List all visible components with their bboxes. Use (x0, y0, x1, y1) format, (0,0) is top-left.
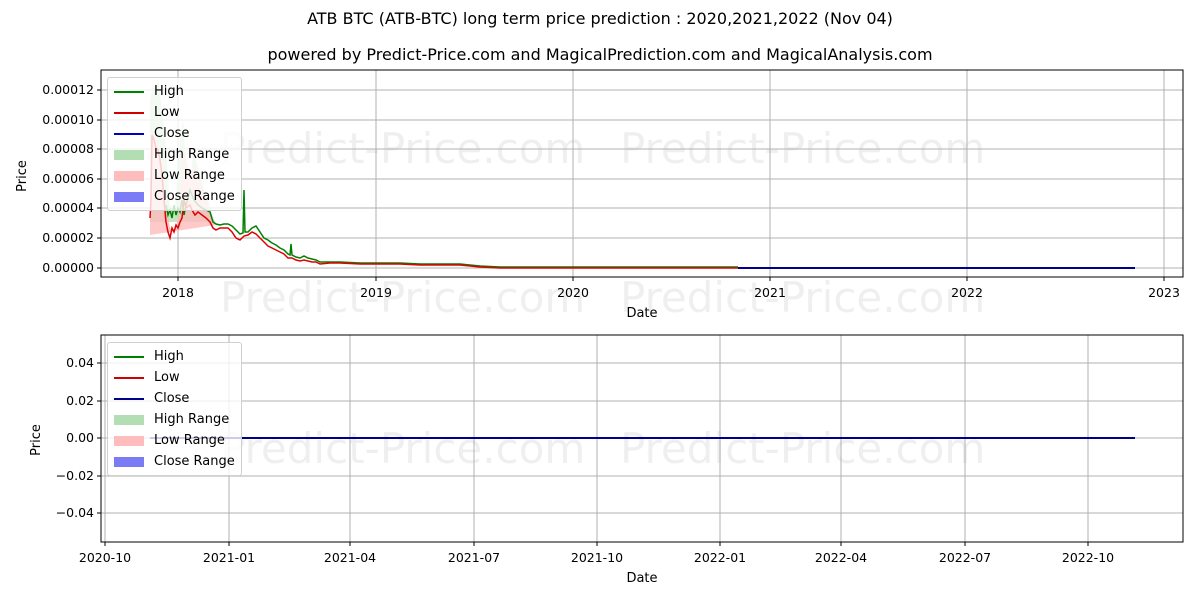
x-tick-label: 2021-04 (324, 550, 376, 565)
y-tick-label: 0.02 (66, 393, 94, 408)
legend-label: Close (154, 391, 190, 406)
y-tick-label: 0.00002 (42, 230, 94, 245)
legend-item-low: Low (114, 102, 235, 123)
legend-item-low-range: Low Range (114, 430, 235, 451)
y-tick-label: −0.02 (56, 468, 94, 483)
legend-label: Close Range (154, 454, 235, 469)
x-tick-label: 2023 (1148, 285, 1180, 300)
y-tick-label: −0.04 (56, 505, 94, 520)
high-range-swatch-icon (114, 414, 144, 425)
x-tick-label: 2021-10 (571, 550, 623, 565)
chart-subtitle: powered by Predict-Price.com and Magical… (267, 45, 933, 64)
y-tick-label: 0.00 (66, 430, 94, 445)
x-tick-label: 2018 (162, 285, 194, 300)
legend-item-close: Close (114, 123, 235, 144)
x-tick-label: 2022 (951, 285, 983, 300)
low-swatch-icon (114, 111, 144, 114)
y-tick-label: 0.00012 (42, 82, 94, 97)
low-line (149, 134, 738, 269)
close-range-swatch-icon (114, 456, 144, 467)
high-swatch-icon (114, 90, 144, 93)
bottom-chart: Predict-Price.com Predict-Price.com (29, 334, 1184, 586)
high-swatch-icon (114, 355, 144, 358)
legend-label: Low (154, 105, 180, 120)
close-swatch-icon (114, 397, 144, 400)
legend-item-low-range: Low Range (114, 165, 235, 186)
watermark: Predict-Price.com (620, 273, 985, 322)
legend-label: Low Range (154, 433, 225, 448)
legend-label: High Range (154, 412, 230, 427)
watermark: Predict-Price.com (220, 424, 585, 473)
legend-label: High (154, 349, 184, 364)
legend-label: High Range (154, 147, 230, 162)
x-tick-label: 2021-07 (448, 550, 500, 565)
x-tick-label: 2022-07 (939, 550, 991, 565)
top-grid (101, 70, 1183, 277)
y-axis-label: Price (29, 424, 44, 456)
close-swatch-icon (114, 132, 144, 135)
low-range-swatch-icon (114, 435, 144, 446)
x-axis-label: Date (626, 571, 657, 586)
y-tick-label: 0.04 (66, 355, 94, 370)
low-range-swatch-icon (114, 170, 144, 181)
y-axis-label: Price (15, 160, 30, 192)
x-tick-label: 2021 (754, 285, 786, 300)
x-tick-label: 2022-04 (815, 550, 867, 565)
x-tick-label: 2020-10 (79, 550, 131, 565)
legend-label: Close Range (154, 189, 235, 204)
high-line (165, 187, 738, 268)
legend-item-high: High (114, 81, 235, 102)
x-tick-label: 2019 (360, 285, 392, 300)
top-axes-frame (100, 69, 1184, 278)
chart-title: ATB BTC (ATB-BTC) long term price predic… (307, 9, 893, 28)
y-tick-label: 0.00008 (42, 141, 94, 156)
high-range-swatch-icon (114, 149, 144, 160)
legend-item-high: High (114, 346, 235, 367)
y-tick-label: 0.00004 (42, 200, 94, 215)
top-legend: High Low Close High Range Low Range Clos… (107, 77, 242, 211)
y-tick-label: 0.00006 (42, 171, 94, 186)
close-range-swatch-icon (114, 191, 144, 202)
legend-item-close-range: Close Range (114, 451, 235, 472)
bottom-legend: High Low Close High Range Low Range Clos… (107, 342, 242, 476)
legend-label: Low Range (154, 168, 225, 183)
legend-label: High (154, 84, 184, 99)
legend-item-high-range: High Range (114, 144, 235, 165)
legend-item-close: Close (114, 388, 235, 409)
legend-item-close-range: Close Range (114, 186, 235, 207)
y-tick-label: 0.00010 (42, 112, 94, 127)
x-tick-label: 2022-01 (694, 550, 746, 565)
x-axis-label: Date (626, 306, 657, 321)
y-tick-label: 0.00000 (42, 260, 94, 275)
low-swatch-icon (114, 376, 144, 379)
legend-label: Close (154, 126, 190, 141)
x-tick-label: 2022-10 (1062, 550, 1114, 565)
x-tick-label: 2020 (557, 285, 589, 300)
legend-item-low: Low (114, 367, 235, 388)
watermark: Predict-Price.com (620, 424, 985, 473)
legend-item-high-range: High Range (114, 409, 235, 430)
x-tick-label: 2021-01 (203, 550, 255, 565)
watermark: Predict-Price.com (220, 273, 585, 322)
legend-label: Low (154, 370, 180, 385)
